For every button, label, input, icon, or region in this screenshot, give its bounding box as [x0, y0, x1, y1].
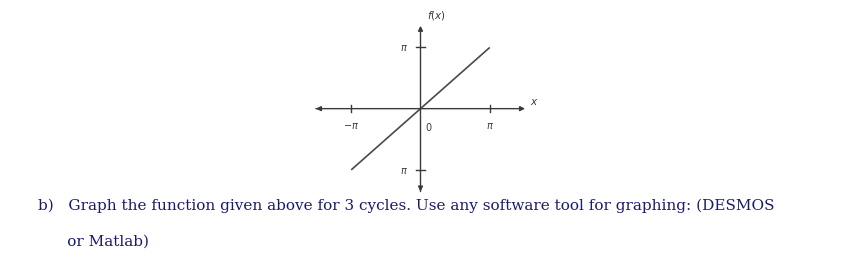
Text: $-\pi$: $-\pi$: [343, 120, 359, 130]
Text: $\pi$: $\pi$: [400, 165, 408, 175]
Text: $x$: $x$: [530, 97, 538, 107]
Text: $0$: $0$: [425, 120, 432, 132]
Text: $\pi$: $\pi$: [486, 120, 494, 130]
Text: $f(x)$: $f(x)$: [427, 9, 447, 22]
Text: $\pi$: $\pi$: [400, 43, 408, 53]
Text: b)   Graph the function given above for 3 cycles. Use any software tool for grap: b) Graph the function given above for 3 …: [38, 198, 775, 212]
Text: or Matlab): or Matlab): [38, 234, 149, 248]
